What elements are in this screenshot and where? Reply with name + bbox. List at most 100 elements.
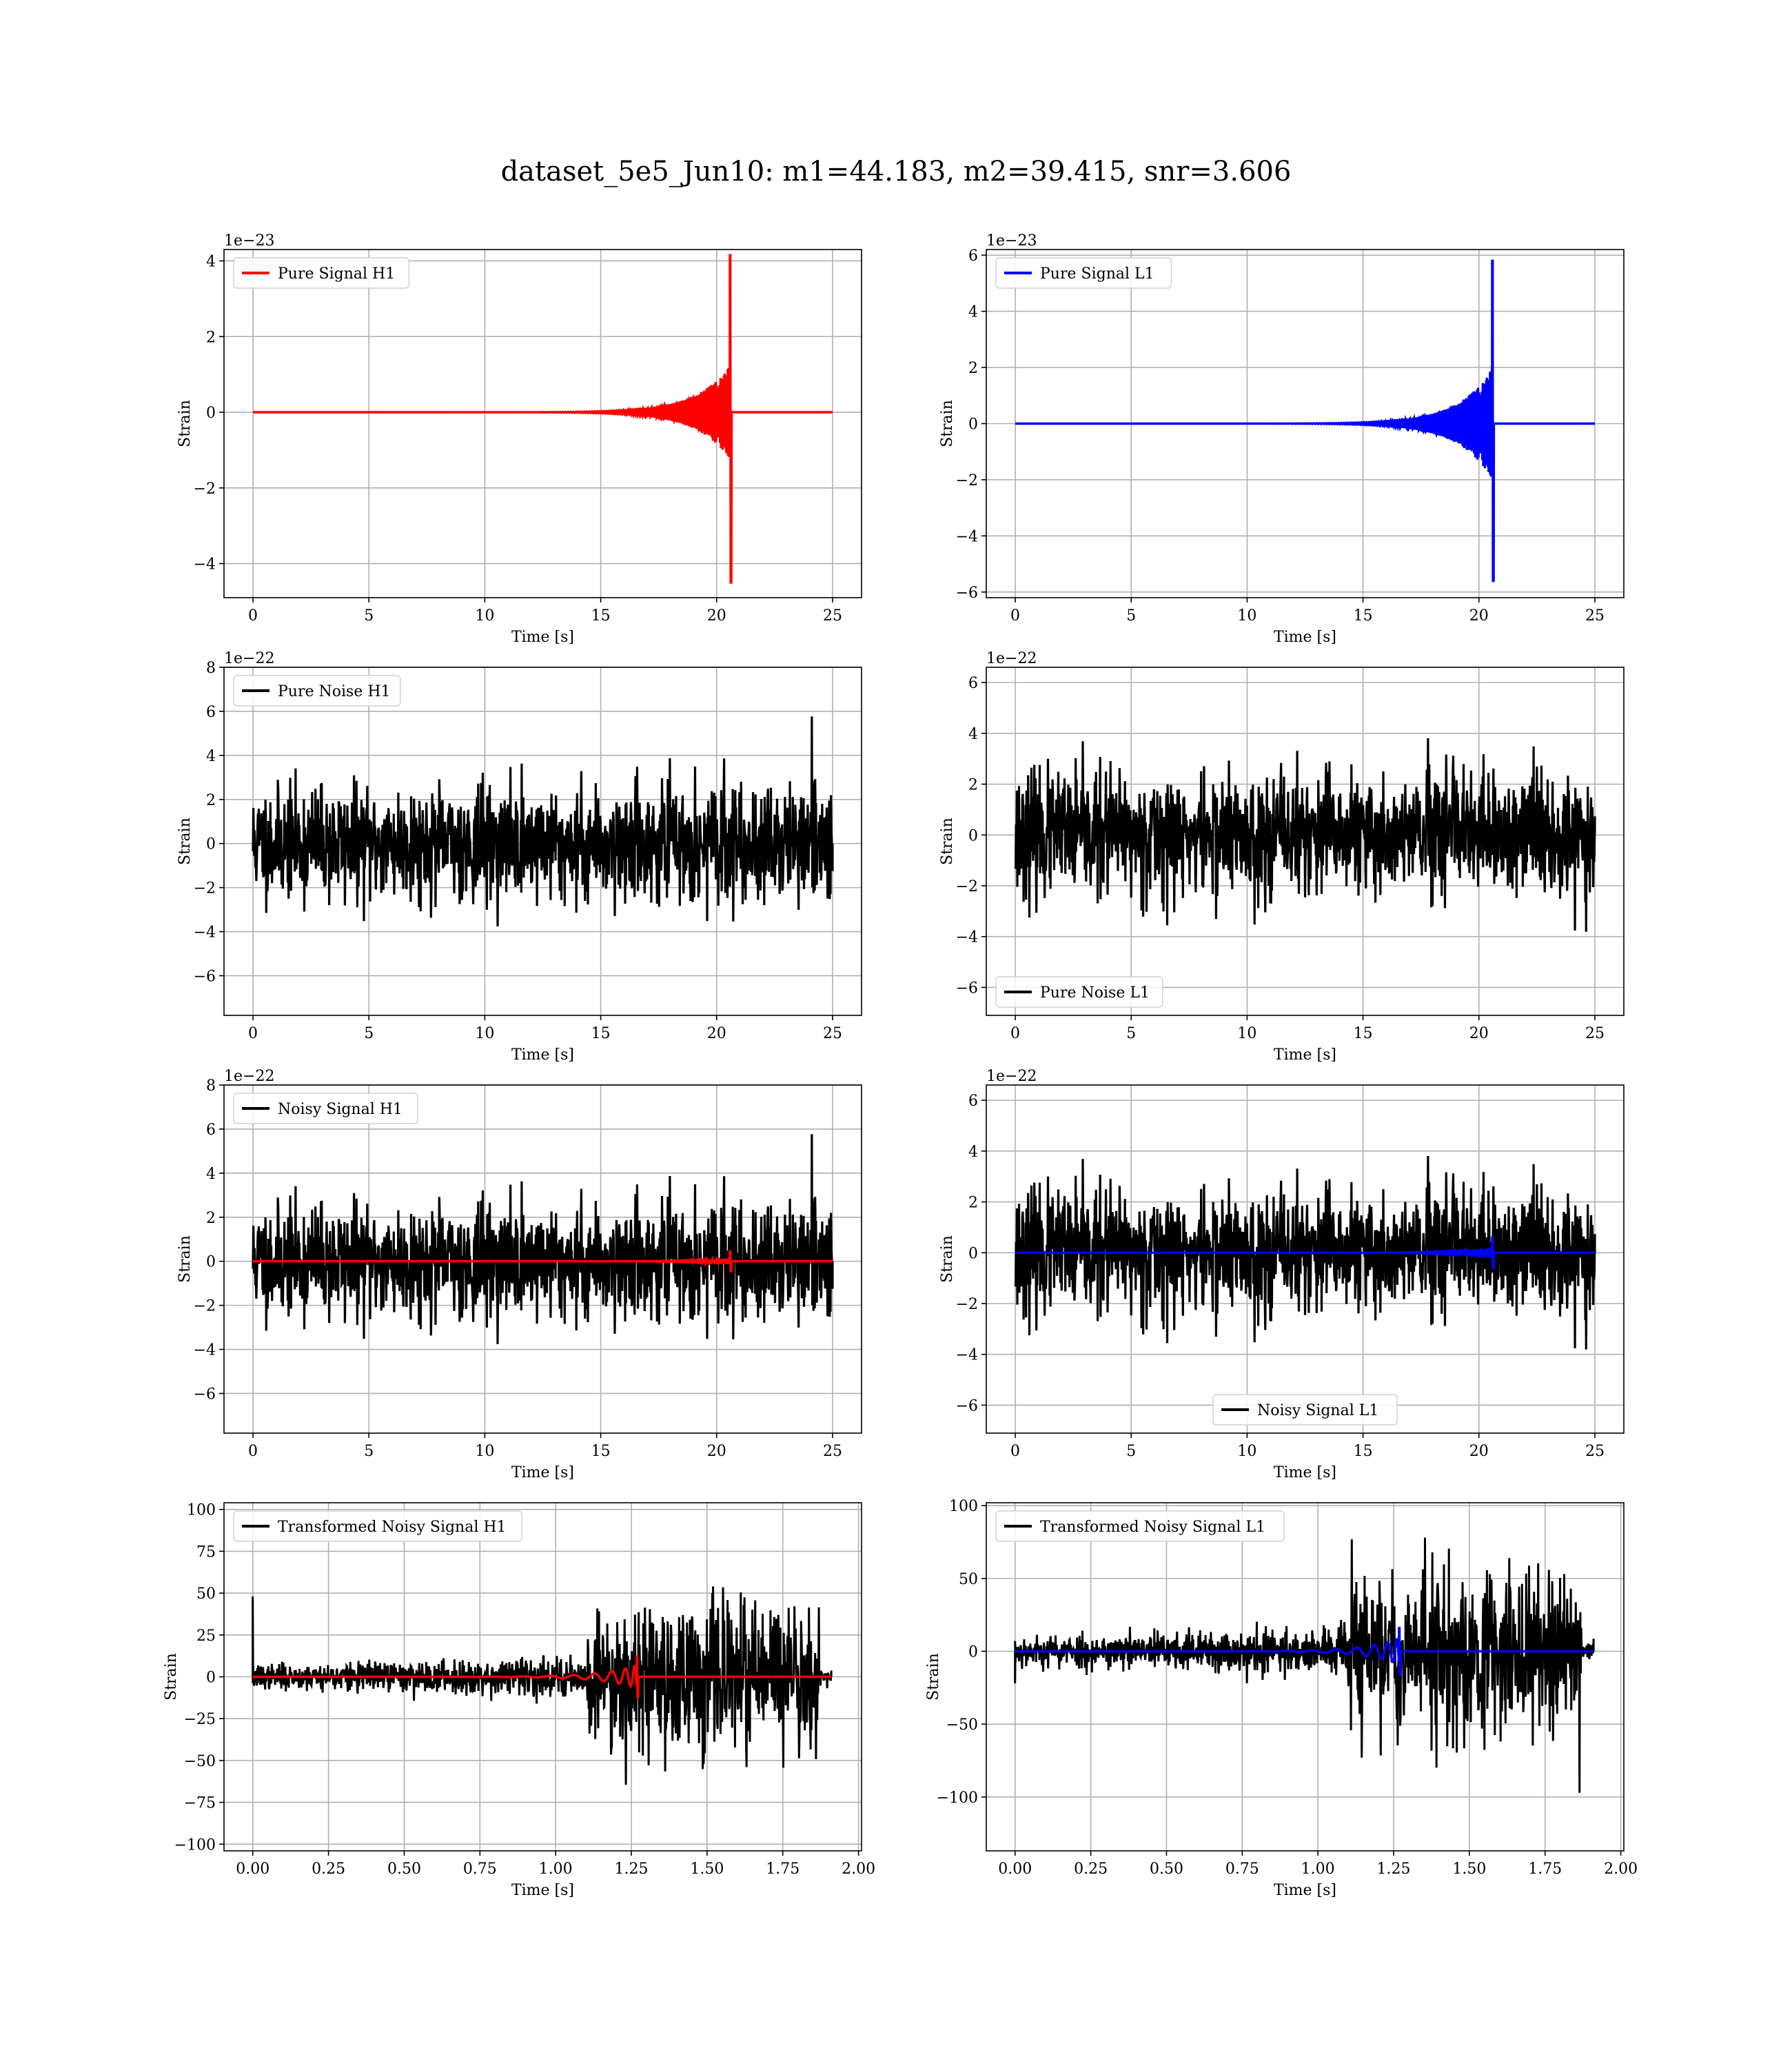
y-tick-label: 50 [196,1585,216,1603]
x-tick-label: 10 [475,1025,494,1042]
x-axis-label: Time [s] [511,629,574,646]
x-tick-label: 5 [1126,1443,1136,1460]
series-line-0 [253,254,833,584]
chart-panel-third-left: 0 5 10 15 20 25 −6 −4 −2 0 2 4 6 8 Time [s] Strain 1e−22… [176,1068,862,1481]
plot-area [1014,1537,1595,1793]
x-tick-label: 2.00 [1604,1861,1638,1878]
x-tick-label: 1.75 [1528,1861,1562,1878]
y-tick-label: −50 [184,1753,216,1770]
x-tick-label: 0 [1010,1443,1020,1460]
x-tick-label: 0.25 [312,1861,345,1878]
series-line-0 [1014,1155,1596,1350]
series-line-0 [1014,1537,1595,1793]
y-tick-label: 0 [968,1245,978,1262]
legend-box [1212,1394,1398,1426]
y-tick-label: 0 [968,827,978,844]
x-tick-label: 0.00 [236,1861,269,1878]
x-tick-label: 15 [1354,1443,1373,1460]
series-line-0 [252,716,834,926]
y-tick-label: 2 [968,1195,978,1212]
y-tick-label: 0 [968,416,978,434]
axes-frame [986,1502,1625,1852]
y-tick-label: 2 [206,329,216,346]
x-tick-label: 10 [1237,1025,1256,1042]
x-tick-label: 0 [248,607,258,625]
x-tick-label: 0 [1010,1025,1020,1042]
chart-panel-top-right: 0 5 10 15 20 25 −6 −4 −2 0 2 4 6 Time [s] Strain 1e−23P… [939,232,1625,646]
y-tick-label: −100 [174,1836,216,1854]
y-tick-label: −4 [194,924,216,942]
y-axis-label: Strain [925,1653,942,1701]
plot-area [252,1134,834,1344]
x-tick-label: 1.25 [615,1861,649,1878]
x-tick-label: 15 [591,607,611,625]
series-line-0 [1014,738,1596,932]
y-axis-label: Strain [939,1235,956,1283]
series-line-0 [252,1586,833,1785]
y-tick-label: 75 [196,1543,216,1561]
y-axis-label: Strain [176,818,194,865]
y-tick-label: 2 [968,360,978,377]
legend: Transformed Noisy Signal H1 [233,1510,522,1542]
axes-frame [223,667,862,1016]
axes-frame [223,1502,862,1852]
legend-box [233,1093,418,1124]
y-tick-label: −6 [956,980,978,997]
x-tick-label: 20 [1469,1443,1489,1460]
x-tick-label: 15 [591,1025,611,1042]
legend-box [233,257,410,289]
legend-box [995,257,1172,289]
y-tick-label: 2 [968,777,978,794]
legend: Pure Signal L1 [995,257,1172,289]
x-tick-label: 25 [1585,607,1605,625]
y-tick-label: 4 [206,1166,216,1183]
x-tick-label: 0.50 [1150,1861,1183,1878]
x-axis-label: Time [s] [1274,629,1336,646]
y-tick-label: −6 [194,968,216,985]
figure-title: dataset_5e5_Jun10: m1=44.183, m2=39.415,… [500,156,1292,187]
y-tick-label: −2 [194,1298,216,1315]
y-tick-label: −2 [956,878,978,895]
plot-area [252,716,834,926]
x-tick-label: 20 [1469,607,1489,625]
y-tick-label: 0 [206,836,216,853]
y-tick-label: −75 [184,1795,216,1812]
x-tick-label: 20 [707,1443,726,1460]
y-tick-label: −50 [946,1716,978,1734]
legend: Transformed Noisy Signal L1 [995,1510,1285,1542]
x-tick-label: 10 [475,607,494,625]
x-tick-label: 10 [1237,607,1256,625]
y-tick-label: −6 [956,1397,978,1415]
legend: Pure Noise H1 [233,675,401,707]
x-tick-label: 0 [248,1025,258,1042]
y-tick-label: 8 [206,1077,216,1095]
y-tick-label: 6 [206,704,216,721]
y-axis-label: Strain [939,400,956,447]
x-tick-label: 5 [364,1025,374,1042]
chart-panel-bottom-right: 0.00 0.25 0.50 0.75 1.00 1.25 1.50 1.75 2.00 −100… [925,1498,1638,1899]
x-tick-label: 25 [823,1025,842,1042]
series-line-1 [1015,1236,1595,1270]
x-tick-label: 5 [364,1443,374,1460]
legend-box [995,976,1163,1008]
y-tick-label: 4 [206,253,216,270]
series-line-1 [1015,1627,1594,1676]
x-tick-label: 0.00 [998,1861,1032,1878]
y-axis-label: Strain [939,818,956,865]
x-tick-label: 20 [1469,1025,1489,1042]
offset-text: 1e−23 [224,232,274,250]
x-tick-label: 15 [591,1443,611,1460]
x-tick-label: 10 [1237,1443,1256,1460]
y-tick-label: 6 [206,1122,216,1139]
legend-label: Pure Noise L1 [1040,984,1150,1002]
y-tick-label: 6 [968,247,978,265]
y-tick-label: −2 [194,880,216,898]
chart-panel-third-right: 0 5 10 15 20 25 −6 −4 −2 0 2 4 6 Time [s] Strain 1e−22 N… [939,1068,1625,1481]
x-tick-label: 15 [1354,607,1373,625]
x-tick-label: 0 [1010,607,1020,625]
x-tick-label: 0.50 [387,1861,421,1878]
y-tick-label: 0 [206,1254,216,1271]
plot-area [1014,1155,1596,1350]
y-tick-label: 4 [968,304,978,321]
